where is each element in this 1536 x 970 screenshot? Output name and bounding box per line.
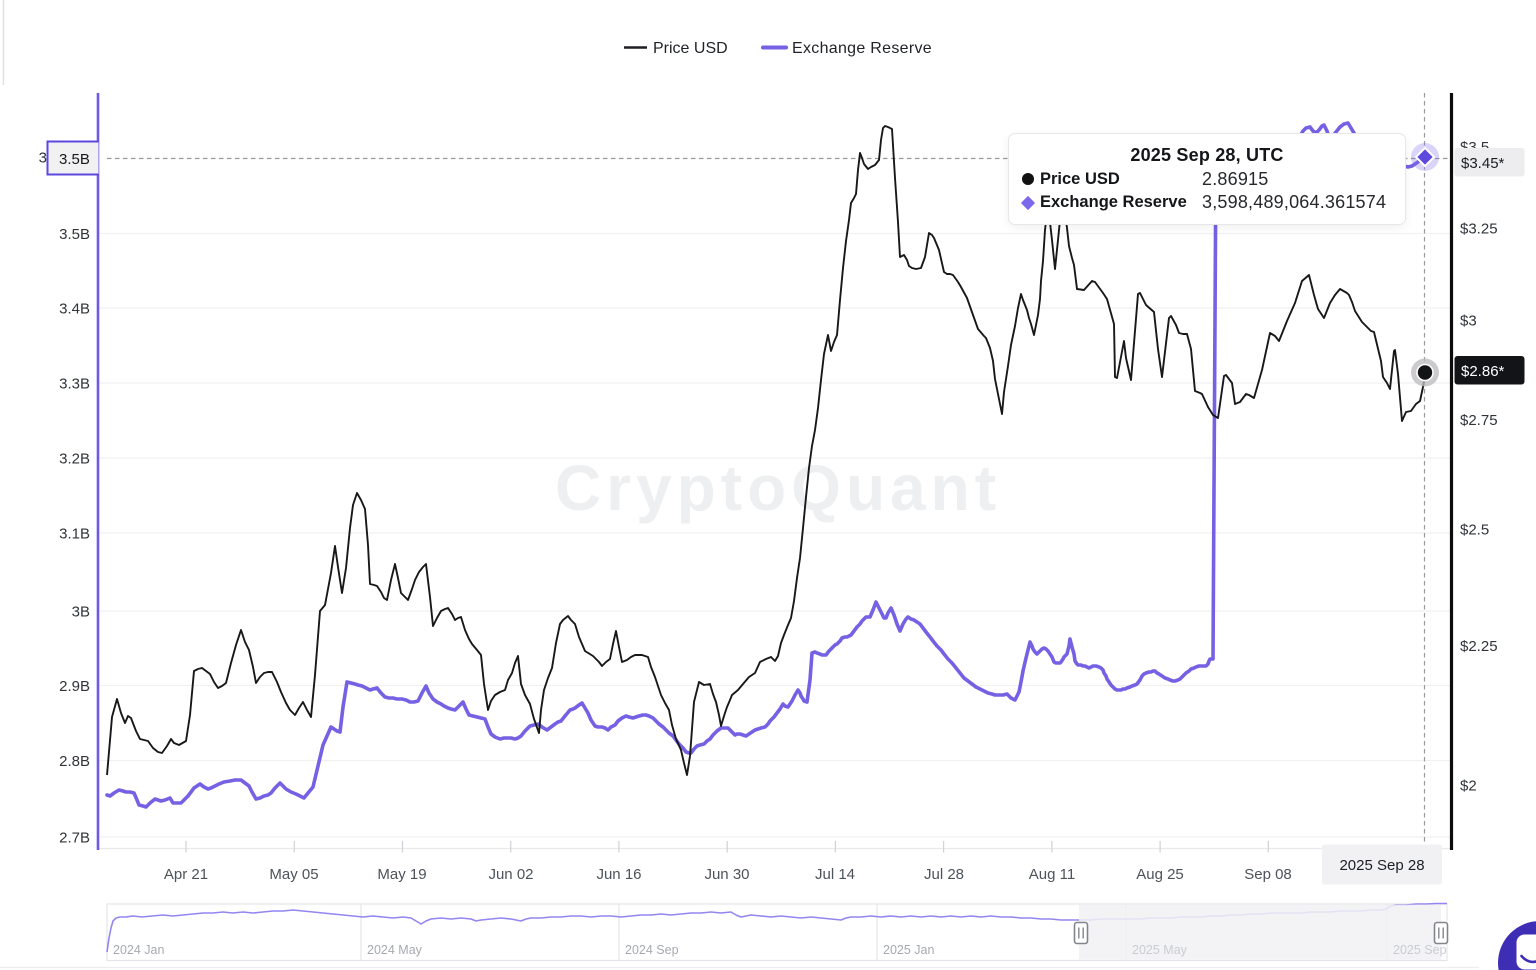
svg-text:May 19: May 19 — [377, 866, 426, 883]
svg-text:Sep 08: Sep 08 — [1244, 866, 1292, 883]
svg-text:$2.25: $2.25 — [1460, 638, 1498, 655]
svg-text:$2: $2 — [1460, 778, 1477, 795]
svg-text:Price USD: Price USD — [653, 40, 728, 57]
svg-text:3.1B: 3.1B — [59, 526, 90, 543]
svg-text:Jun 30: Jun 30 — [704, 866, 749, 883]
svg-text:Aug 11: Aug 11 — [1029, 866, 1075, 883]
svg-text:2.9B: 2.9B — [59, 678, 90, 695]
svg-text:$2.86*: $2.86* — [1461, 363, 1505, 380]
svg-text:Jun 02: Jun 02 — [488, 866, 533, 883]
svg-text:Apr 21: Apr 21 — [164, 866, 208, 883]
svg-text:Exchange Reserve: Exchange Reserve — [792, 40, 932, 57]
svg-text:Jun 16: Jun 16 — [596, 866, 641, 883]
svg-text:CryptoQuant: CryptoQuant — [555, 452, 1001, 524]
svg-text:2025 May: 2025 May — [1132, 943, 1188, 957]
svg-text:3.3B: 3.3B — [59, 376, 90, 393]
svg-text:$2.75: $2.75 — [1460, 412, 1498, 429]
svg-text:2024 Jan: 2024 Jan — [113, 943, 164, 957]
svg-text:3.5B: 3.5B — [59, 226, 90, 243]
svg-text:3.4B: 3.4B — [59, 301, 90, 318]
svg-text:Jul 14: Jul 14 — [815, 866, 855, 883]
svg-text:3.2B: 3.2B — [59, 451, 90, 468]
svg-text:May 05: May 05 — [269, 866, 318, 883]
svg-text:2025 Jan: 2025 Jan — [883, 943, 934, 957]
svg-text:$3.45*: $3.45* — [1461, 155, 1505, 172]
svg-text:$2.5: $2.5 — [1460, 522, 1489, 539]
svg-text:$3.25: $3.25 — [1460, 221, 1498, 238]
svg-text:3.5B: 3.5B — [59, 151, 90, 168]
svg-text:2.8B: 2.8B — [59, 753, 90, 770]
svg-text:2024 Sep: 2024 Sep — [625, 943, 679, 957]
svg-text:Aug 25: Aug 25 — [1136, 866, 1184, 883]
svg-text:3B: 3B — [72, 604, 90, 621]
svg-text:$3: $3 — [1460, 313, 1477, 330]
svg-text:Jul 28: Jul 28 — [924, 866, 964, 883]
svg-text:3: 3 — [39, 150, 47, 167]
svg-text:2025 Sep 28: 2025 Sep 28 — [1339, 857, 1424, 874]
svg-text:2025 Sep: 2025 Sep — [1393, 943, 1447, 957]
svg-text:2024 May: 2024 May — [367, 943, 423, 957]
svg-text:2.7B: 2.7B — [59, 830, 90, 847]
